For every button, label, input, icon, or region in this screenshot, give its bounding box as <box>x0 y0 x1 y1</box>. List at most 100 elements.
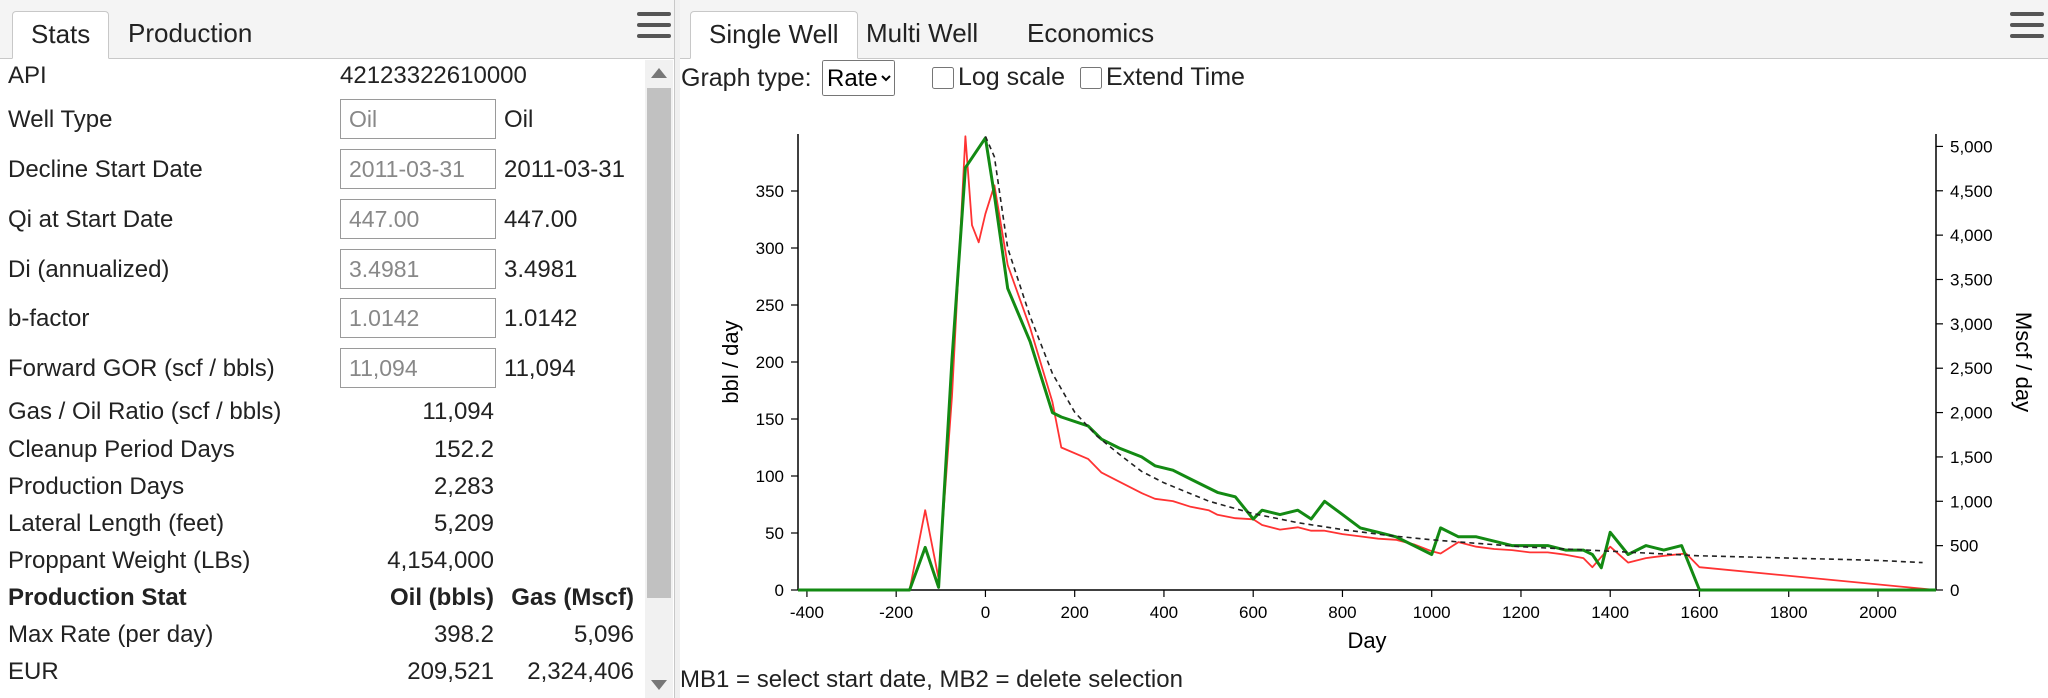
stats-scrollbar[interactable] <box>645 60 673 698</box>
x-tick-label: 1600 <box>1681 603 1719 622</box>
tab-stats[interactable]: Stats <box>12 11 110 59</box>
field-qi-label: Qi at Start Date <box>8 206 174 233</box>
graph-panel: Single Well Multi Well Economics <box>680 0 2048 698</box>
y2-axis-label: Mscf / day <box>2011 312 2036 412</box>
field-decline-start-label: Decline Start Date <box>8 156 203 183</box>
stat-proppant-label: Proppant Weight (LBs) <box>8 547 251 574</box>
qi-input[interactable] <box>340 199 496 239</box>
x-tick-label: 1000 <box>1413 603 1451 622</box>
graph-type-label: Graph type: <box>681 64 812 92</box>
y2-tick-label: 500 <box>1950 537 1978 556</box>
mouse-hint: MB1 = select start date, MB2 = delete se… <box>680 666 1183 693</box>
oil-rate-line <box>798 135 1937 591</box>
qi-value: 447.00 <box>504 206 578 233</box>
tab-production[interactable]: Production <box>128 18 253 48</box>
x-tick-label: 800 <box>1328 603 1356 622</box>
stat-gor-label: Gas / Oil Ratio (scf / bbls) <box>8 398 282 425</box>
stat-production-days-value: 2,283 <box>433 473 494 500</box>
y2-tick-label: 4,000 <box>1950 226 1993 245</box>
y-tick-label: 100 <box>756 467 784 486</box>
y-tick-label: 350 <box>756 182 784 201</box>
y2-tick-label: 2,500 <box>1950 359 1993 378</box>
y2-tick-label: 5,000 <box>1950 137 1993 156</box>
y-tick-label: 0 <box>775 581 784 600</box>
forward-gor-value: 11,094 <box>504 355 576 382</box>
scroll-thumb[interactable] <box>647 88 671 598</box>
tab-economics[interactable]: Economics <box>1027 18 1155 48</box>
graph-type-control: Rate <box>822 60 895 96</box>
graph-type-select[interactable]: Rate <box>822 60 895 96</box>
max-rate-label: Max Rate (per day) <box>8 621 214 648</box>
y2-tick-label: 2,000 <box>1950 404 1993 423</box>
x-tick-label: 1200 <box>1502 603 1540 622</box>
production-stat-header: Production Stat <box>8 584 187 611</box>
y2-tick-label: 3,500 <box>1950 270 1993 289</box>
stat-production-days-label: Production Days <box>8 473 185 500</box>
field-api-value: 42123322610000 <box>340 62 527 89</box>
x-tick-label: 600 <box>1239 603 1267 622</box>
y-tick-label: 150 <box>756 410 784 429</box>
b-factor-value: 1.0142 <box>504 305 578 332</box>
stat-lateral-label: Lateral Length (feet) <box>8 510 225 537</box>
x-tick-label: -400 <box>790 603 824 622</box>
extend-time-label: Extend Time <box>1106 63 1245 91</box>
stat-cleanup-value: 152.2 <box>433 436 494 463</box>
b-factor-input[interactable] <box>340 298 496 338</box>
stats-panel: Stats Production API 42123322610000 Well… <box>0 0 675 698</box>
y-tick-label: 200 <box>756 353 784 372</box>
decline-start-input[interactable] <box>340 149 496 189</box>
field-forward-gor-label: Forward GOR (scf / bbls) <box>8 355 275 382</box>
x-tick-label: 1800 <box>1770 603 1808 622</box>
x-tick-label: 1400 <box>1591 603 1629 622</box>
gas-rate-line <box>798 136 1936 592</box>
extend-time-control: Extend Time <box>1080 63 1245 92</box>
decline-start-value: 2011-03-31 <box>504 156 625 183</box>
gas-column-header: Gas (Mscf) <box>511 584 634 611</box>
scroll-down-arrow-icon[interactable] <box>651 680 667 690</box>
x-axis-label: Day <box>1347 628 1386 653</box>
y2-tick-label: 3,000 <box>1950 315 1993 334</box>
log-scale-checkbox[interactable] <box>932 67 954 90</box>
forward-gor-input[interactable] <box>340 348 496 388</box>
y2-tick-label: 1,000 <box>1950 492 1993 511</box>
oil-column-header: Oil (bbls) <box>390 584 494 611</box>
log-scale-control: Log scale <box>932 63 1065 92</box>
y-axis-label: bbl / day <box>718 320 743 403</box>
y2-tick-label: 0 <box>1950 581 1959 600</box>
y-tick-label: 300 <box>756 239 784 258</box>
well-type-input[interactable] <box>340 99 496 139</box>
field-api-label: API <box>8 62 47 89</box>
di-input[interactable] <box>340 249 496 289</box>
di-value: 3.4981 <box>504 256 578 283</box>
scroll-up-arrow-icon[interactable] <box>651 68 667 78</box>
stat-lateral-value: 5,209 <box>433 510 494 537</box>
eur-label: EUR <box>8 658 59 685</box>
right-tabbar: Single Well Multi Well Economics <box>680 0 2048 59</box>
x-tick-label: -200 <box>879 603 913 622</box>
eur-gas: 2,324,406 <box>527 658 634 685</box>
stat-gor-value: 11,094 <box>422 398 494 425</box>
field-b-factor-label: b-factor <box>8 305 90 332</box>
tab-multi-well[interactable]: Multi Well <box>866 18 979 48</box>
eur-oil: 209,521 <box>407 658 494 685</box>
log-scale-label: Log scale <box>958 63 1066 91</box>
y-tick-label: 50 <box>765 524 784 543</box>
stat-proppant-value: 4,154,000 <box>387 547 494 574</box>
extend-time-checkbox[interactable] <box>1080 67 1102 90</box>
x-tick-label: 0 <box>981 603 990 622</box>
y-tick-label: 250 <box>756 296 784 315</box>
menu-icon[interactable] <box>2010 12 2044 40</box>
rate-chart[interactable]: -400 -200 0 200 400 600 800 1000 1200 1400 1600 180… <box>680 120 2048 660</box>
field-well-type-label: Well Type <box>8 106 113 133</box>
x-tick-label: 400 <box>1150 603 1178 622</box>
left-tabbar: Stats Production <box>0 0 674 59</box>
menu-icon[interactable] <box>637 12 671 40</box>
max-rate-gas: 5,096 <box>573 621 634 648</box>
tab-single-well[interactable]: Single Well <box>690 11 858 59</box>
y2-tick-label: 4,500 <box>1950 182 1993 201</box>
max-rate-oil: 398.2 <box>433 621 494 648</box>
x-tick-label: 2000 <box>1859 603 1897 622</box>
y2-tick-label: 1,500 <box>1950 448 1993 467</box>
stat-cleanup-label: Cleanup Period Days <box>8 436 235 463</box>
well-type-value: Oil <box>504 106 534 133</box>
